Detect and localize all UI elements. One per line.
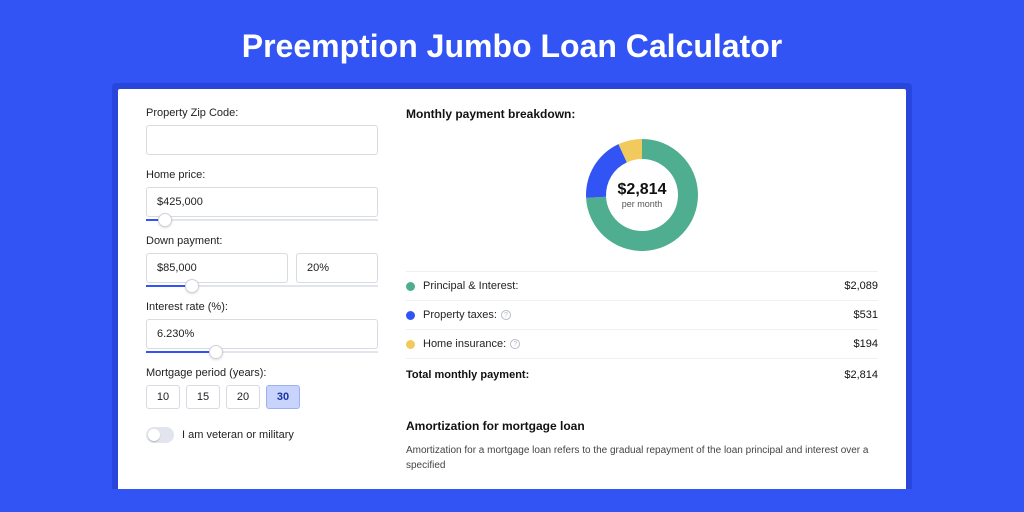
zip-input[interactable] bbox=[146, 125, 378, 155]
info-icon[interactable]: ? bbox=[501, 310, 511, 320]
period-group: Mortgage period (years): 10152030 bbox=[146, 367, 378, 409]
interest-input[interactable] bbox=[146, 319, 378, 349]
down-payment-group: Down payment: bbox=[146, 235, 378, 287]
amortization-text: Amortization for a mortgage loan refers … bbox=[406, 443, 878, 473]
legend-dot bbox=[406, 340, 415, 349]
breakdown-row: Home insurance: ?$194 bbox=[406, 329, 878, 358]
donut-chart-wrap: $2,814 per month bbox=[406, 131, 878, 271]
donut-amount: $2,814 bbox=[618, 181, 667, 199]
down-payment-input[interactable] bbox=[146, 253, 288, 283]
info-icon[interactable]: ? bbox=[510, 339, 520, 349]
interest-group: Interest rate (%): bbox=[146, 301, 378, 353]
inputs-column: Property Zip Code: Home price: Down paym… bbox=[118, 107, 398, 489]
zip-field-group: Property Zip Code: bbox=[146, 107, 378, 155]
calculator-card: Property Zip Code: Home price: Down paym… bbox=[118, 89, 906, 489]
down-payment-label: Down payment: bbox=[146, 235, 378, 247]
donut-center: $2,814 per month bbox=[618, 181, 667, 209]
total-value: $2,814 bbox=[844, 369, 878, 381]
breakdown-column: Monthly payment breakdown: $2,814 per mo… bbox=[398, 107, 906, 489]
period-option-10[interactable]: 10 bbox=[146, 385, 180, 409]
home-price-input[interactable] bbox=[146, 187, 378, 217]
breakdown-value: $194 bbox=[854, 338, 878, 350]
period-label: Mortgage period (years): bbox=[146, 367, 378, 379]
legend-dot bbox=[406, 311, 415, 320]
breakdown-value: $2,089 bbox=[844, 280, 878, 292]
interest-label: Interest rate (%): bbox=[146, 301, 378, 313]
breakdown-value: $531 bbox=[854, 309, 878, 321]
page-title: Preemption Jumbo Loan Calculator bbox=[0, 0, 1024, 83]
total-row: Total monthly payment: $2,814 bbox=[406, 358, 878, 391]
legend-dot bbox=[406, 282, 415, 291]
breakdown-row: Property taxes: ?$531 bbox=[406, 300, 878, 329]
period-options: 10152030 bbox=[146, 385, 378, 409]
breakdown-label: Property taxes: ? bbox=[423, 309, 854, 321]
veteran-label: I am veteran or military bbox=[182, 429, 294, 441]
breakdown-label: Principal & Interest: bbox=[423, 280, 844, 292]
toggle-knob bbox=[148, 429, 160, 441]
down-payment-pct-input[interactable] bbox=[296, 253, 378, 283]
period-option-15[interactable]: 15 bbox=[186, 385, 220, 409]
slider-thumb[interactable] bbox=[185, 279, 199, 293]
breakdown-title: Monthly payment breakdown: bbox=[406, 107, 878, 121]
interest-slider[interactable] bbox=[146, 351, 378, 353]
total-label: Total monthly payment: bbox=[406, 369, 844, 381]
breakdown-list: Principal & Interest:$2,089Property taxe… bbox=[406, 271, 878, 358]
slider-fill bbox=[146, 351, 216, 353]
period-option-20[interactable]: 20 bbox=[226, 385, 260, 409]
slider-thumb[interactable] bbox=[209, 345, 223, 359]
donut-sub: per month bbox=[618, 199, 667, 209]
breakdown-label: Home insurance: ? bbox=[423, 338, 854, 350]
amortization-title: Amortization for mortgage loan bbox=[406, 409, 878, 433]
home-price-label: Home price: bbox=[146, 169, 378, 181]
period-option-30[interactable]: 30 bbox=[266, 385, 300, 409]
donut-chart: $2,814 per month bbox=[582, 135, 702, 255]
veteran-toggle[interactable] bbox=[146, 427, 174, 443]
down-payment-slider[interactable] bbox=[146, 285, 378, 287]
home-price-group: Home price: bbox=[146, 169, 378, 221]
card-shadow: Property Zip Code: Home price: Down paym… bbox=[112, 83, 912, 489]
slider-thumb[interactable] bbox=[158, 213, 172, 227]
veteran-toggle-row: I am veteran or military bbox=[146, 427, 378, 443]
breakdown-row: Principal & Interest:$2,089 bbox=[406, 271, 878, 300]
home-price-slider[interactable] bbox=[146, 219, 378, 221]
zip-label: Property Zip Code: bbox=[146, 107, 378, 119]
